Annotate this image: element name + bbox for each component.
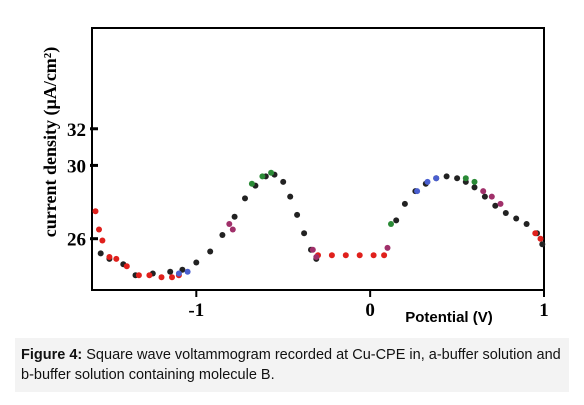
black-data-point — [167, 268, 174, 275]
black-data-point — [219, 232, 226, 238]
black-data-point — [287, 193, 294, 200]
magenta-data-point — [309, 246, 316, 253]
plot-frame — [91, 27, 545, 291]
blue-data-point — [175, 270, 182, 277]
black-data-point — [539, 241, 546, 248]
red-data-point — [99, 237, 106, 244]
black-data-point — [401, 200, 408, 207]
black-data-point — [492, 202, 499, 209]
black-data-point — [301, 230, 308, 237]
green-data-point — [388, 221, 394, 227]
red-data-point — [381, 252, 388, 259]
blue-data-point — [414, 188, 421, 195]
black-data-point — [523, 221, 530, 227]
red-data-point — [135, 272, 142, 279]
red-data-point — [356, 252, 363, 259]
black-data-point — [454, 175, 461, 182]
black-data-point — [443, 173, 450, 180]
x-tick-label: 1 — [539, 300, 549, 321]
data-points — [92, 169, 546, 281]
magenta-data-point — [229, 226, 236, 233]
magenta-data-point — [226, 221, 233, 227]
red-data-point — [169, 274, 175, 281]
voltammogram-chart: -1 0 1 26 30 32 current density (µA/cm²) Pote… — [40, 27, 549, 326]
magenta-data-point — [384, 244, 391, 251]
black-data-point — [393, 217, 400, 224]
red-data-point — [146, 272, 153, 279]
black-data-point — [207, 248, 214, 255]
black-data-point — [280, 178, 287, 185]
black-data-point — [481, 193, 488, 200]
red-data-point — [328, 252, 335, 259]
black-data-point — [294, 211, 301, 218]
green-data-point — [471, 178, 478, 185]
figure-caption: Figure 4: Square wave voltammogram recor… — [15, 338, 569, 392]
chart-panel: -1 0 1 26 30 32 current density (µA/cm²) Pote… — [40, 27, 549, 326]
magenta-data-point — [497, 200, 504, 207]
blue-data-point — [424, 178, 431, 185]
red-data-point — [537, 235, 544, 242]
y-tick-label: 26 — [67, 230, 86, 251]
black-data-point — [231, 213, 238, 220]
green-data-point — [462, 175, 469, 182]
green-data-point — [268, 169, 275, 176]
black-data-point — [471, 184, 478, 191]
black-data-point — [97, 250, 104, 257]
red-data-point — [92, 208, 99, 215]
x-tick-label: -1 — [188, 300, 204, 321]
green-data-point — [259, 173, 266, 180]
y-tick-label: 30 — [67, 156, 86, 177]
red-data-point — [370, 252, 377, 259]
black-data-point — [502, 210, 509, 216]
red-data-point — [158, 274, 165, 281]
blue-data-point — [433, 175, 440, 182]
red-data-point — [96, 226, 102, 233]
caption-text: Square wave voltammogram recorded at Cu-… — [21, 347, 561, 383]
black-data-point — [193, 259, 200, 266]
red-data-point — [113, 255, 120, 262]
axis-ticks: -1 0 1 26 30 32 — [67, 120, 549, 321]
black-data-point — [242, 195, 248, 202]
red-data-point — [123, 263, 130, 270]
caption-label: Figure 4: — [21, 347, 83, 363]
black-data-point — [513, 215, 520, 222]
x-axis-title: Potential (V) — [405, 309, 493, 326]
magenta-data-point — [488, 193, 495, 200]
y-tick-label: 32 — [67, 120, 86, 141]
magenta-data-point — [480, 188, 487, 195]
x-tick-label: 0 — [365, 300, 375, 321]
magenta-data-point — [313, 254, 320, 260]
red-data-point — [106, 254, 113, 260]
green-data-point — [248, 180, 255, 187]
red-data-point — [532, 230, 539, 237]
y-axis-title: current density (µA/cm²) — [40, 47, 61, 237]
blue-data-point — [184, 268, 191, 275]
red-data-point — [342, 252, 349, 259]
